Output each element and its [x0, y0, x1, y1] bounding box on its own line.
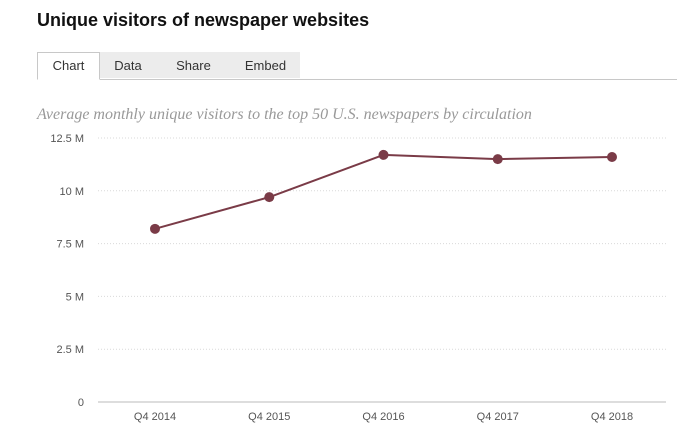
y-tick-label: 7.5 M [56, 239, 84, 251]
x-tick-label: Q4 2014 [134, 411, 176, 423]
tab-bar: Chart Data Share Embed [37, 52, 677, 80]
y-tick-label: 0 [78, 397, 84, 409]
tab-data[interactable]: Data [100, 52, 156, 78]
tab-share[interactable]: Share [156, 52, 231, 78]
y-tick-label: 12.5 M [50, 133, 84, 145]
series-line [154, 153, 613, 230]
y-tick-label: 5 M [66, 291, 84, 303]
tab-embed[interactable]: Embed [231, 52, 300, 78]
x-tick-label: Q4 2016 [362, 411, 404, 423]
data-point [607, 152, 617, 163]
y-tick-label: 10 M [60, 186, 84, 198]
chart-subtitle: Average monthly unique visitors to the t… [37, 106, 532, 123]
x-tick-label: Q4 2017 [477, 411, 519, 423]
x-tick-label: Q4 2015 [248, 411, 290, 423]
y-tick-label: 2.5 M [56, 344, 84, 356]
x-tick-label: Q4 2018 [591, 411, 633, 423]
page-title: Unique visitors of newspaper websites [37, 10, 370, 30]
data-point [492, 154, 503, 165]
data-point [264, 192, 275, 203]
data-point [378, 149, 389, 160]
data-point [150, 223, 160, 234]
tab-chart[interactable]: Chart [37, 52, 100, 80]
